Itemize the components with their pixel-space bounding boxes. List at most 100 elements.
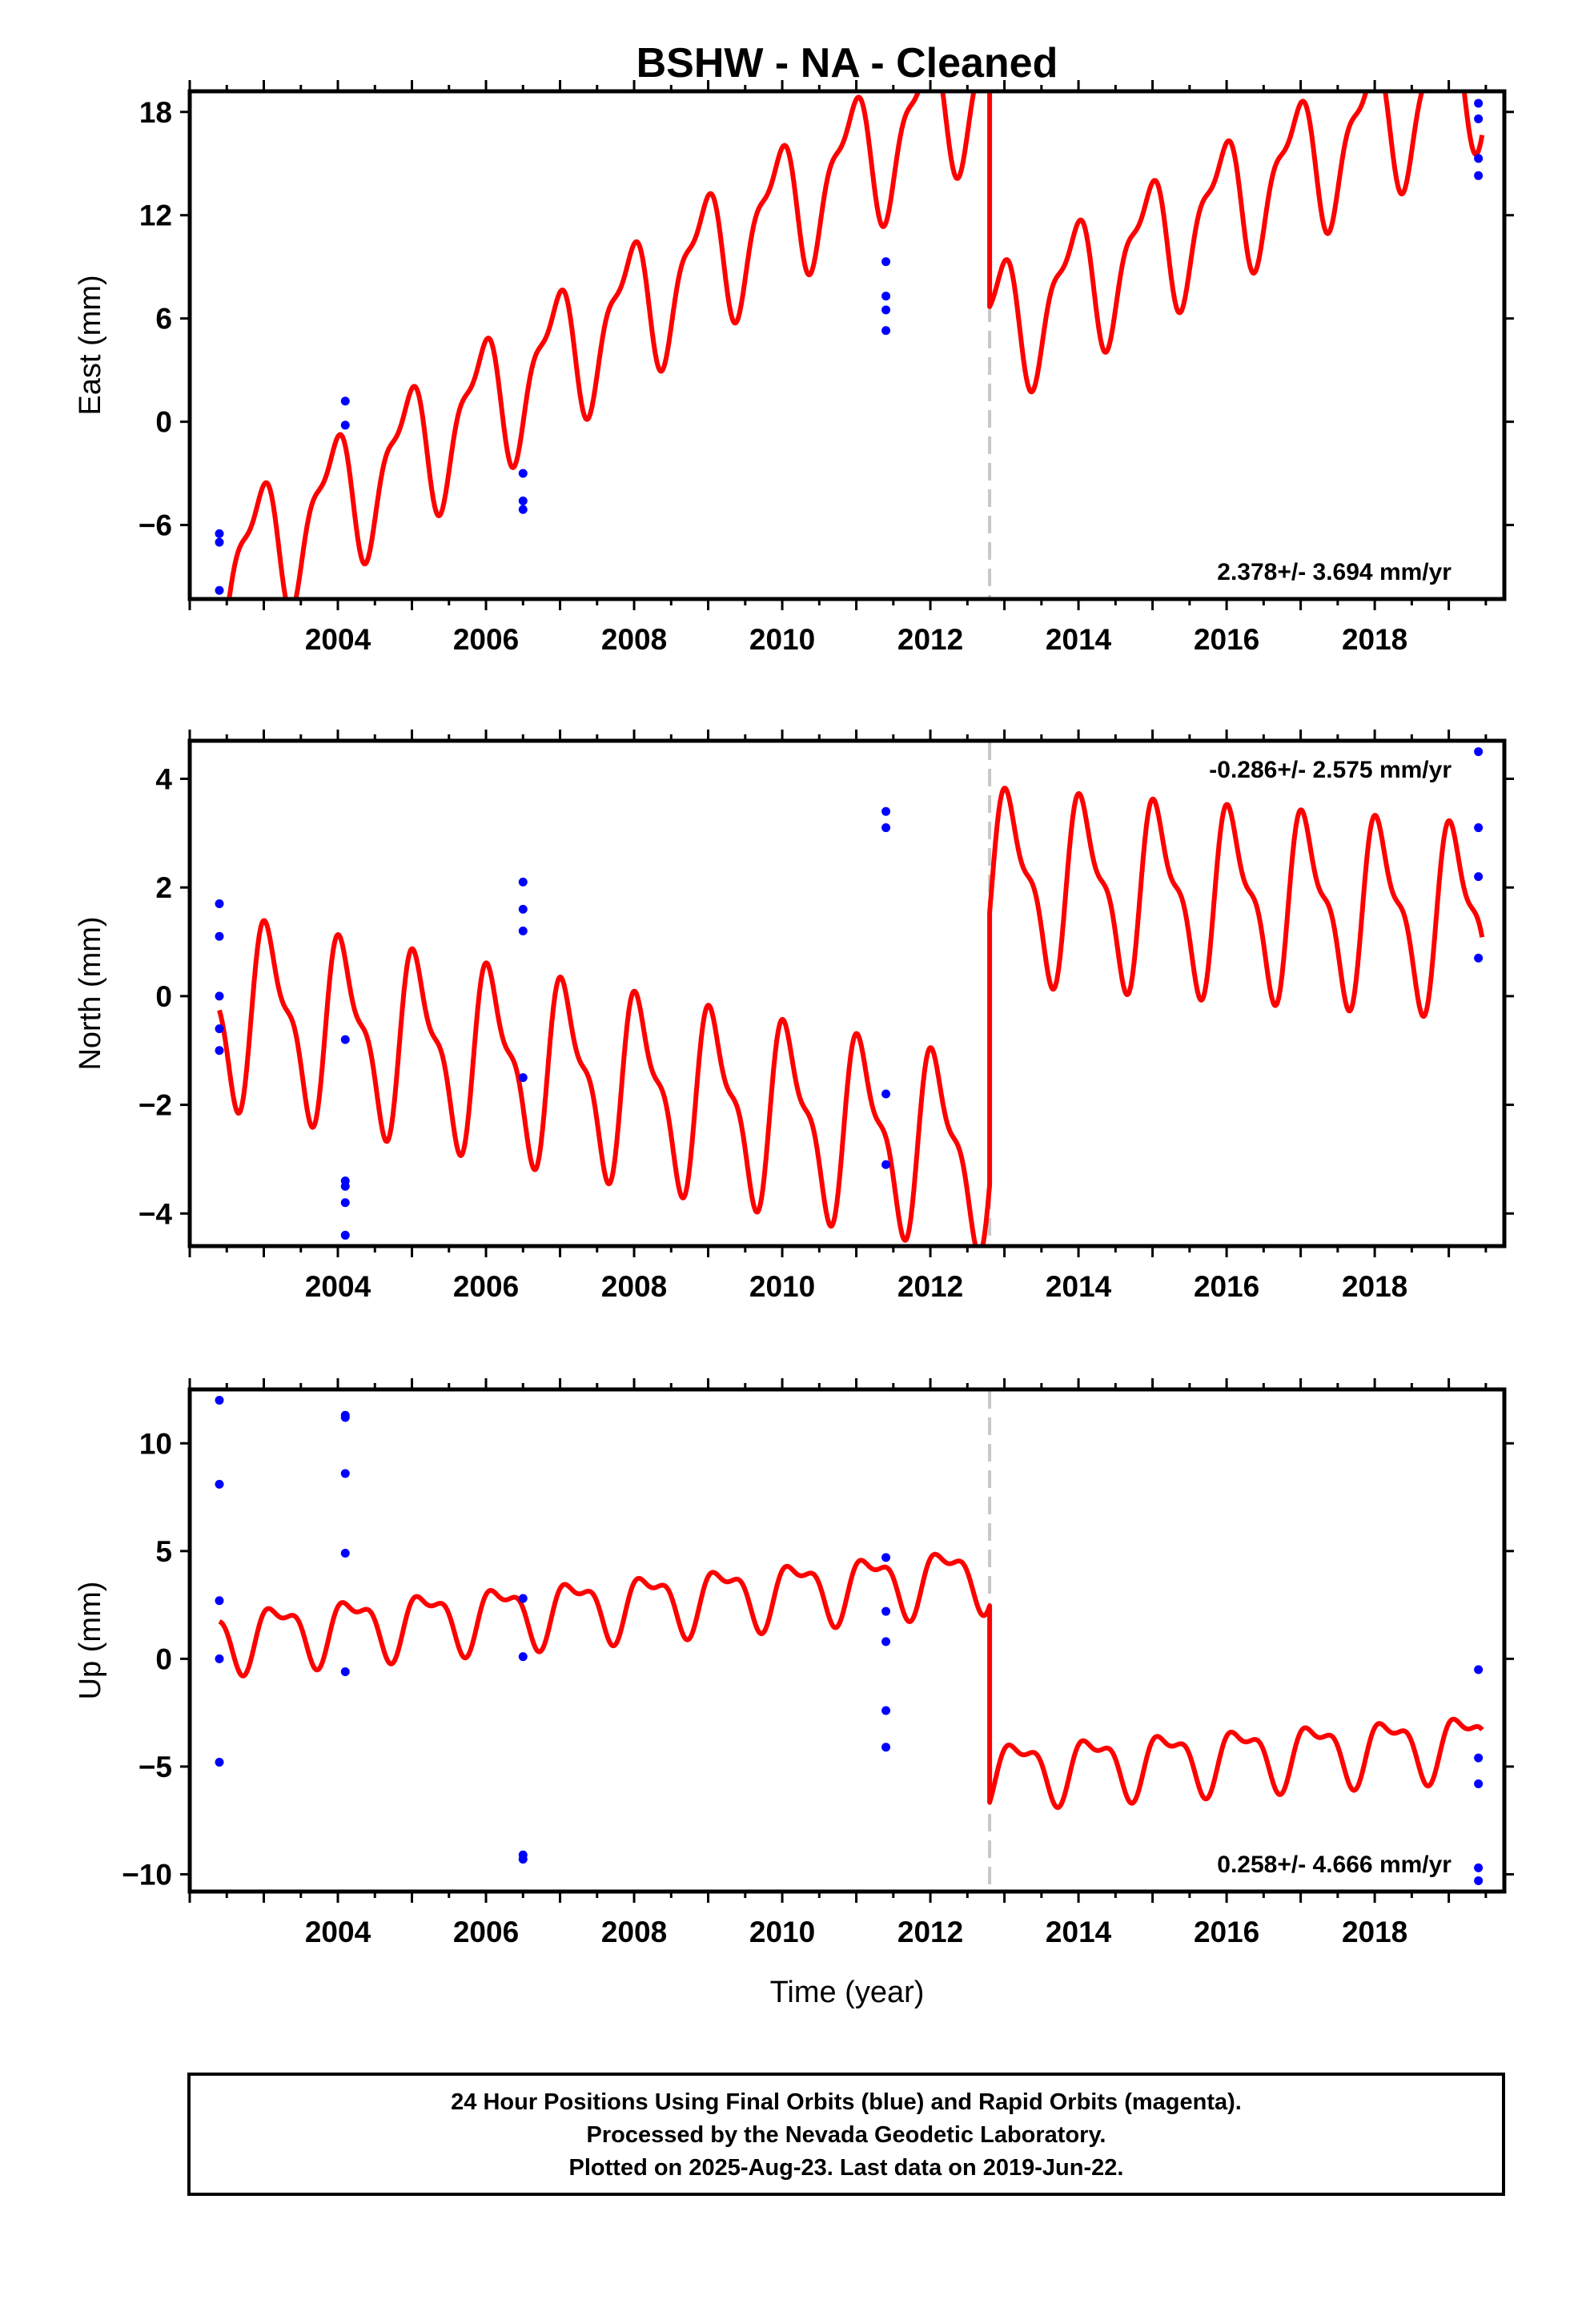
figure-title: BSHW - NA - Cleaned (636, 40, 1058, 86)
data-point (881, 823, 891, 833)
y-tick-label: 12 (139, 199, 172, 232)
y-axis-label: East (mm) (74, 275, 107, 415)
data-point (881, 257, 891, 267)
x-tick-label: 2010 (749, 623, 815, 656)
data-point (881, 1553, 891, 1562)
velocity-rate-label: 0.258+/- 4.666 mm/yr (1217, 1852, 1452, 1878)
data-point (1474, 1863, 1484, 1872)
velocity-rate-label: -0.286+/- 2.575 mm/yr (1209, 757, 1452, 783)
footer-box: 24 Hour Positions Using Final Orbits (bl… (187, 2073, 1505, 2196)
data-point (1474, 823, 1484, 833)
y-axis-label: Up (mm) (74, 1582, 107, 1700)
y-tick-label: −4 (139, 1197, 173, 1230)
x-tick-label: 2012 (897, 623, 963, 656)
data-point (340, 1230, 350, 1240)
data-point (215, 1479, 224, 1489)
x-tick-label: 2016 (1194, 1270, 1259, 1303)
x-tick-label: 2008 (601, 1270, 667, 1303)
y-tick-label: 6 (155, 303, 172, 336)
y-tick-label: 0 (155, 406, 172, 439)
x-tick-label: 2014 (1046, 623, 1112, 656)
footer-line-2: Processed by the Nevada Geodetic Laborat… (587, 2122, 1106, 2148)
data-point (518, 1594, 528, 1603)
x-tick-label: 2006 (453, 623, 519, 656)
north-panel: −4 −2 0 2 4 2004 2006 2008 2010 2012 2014 2016 2018 N… (74, 730, 1514, 1303)
x-tick-label: 2004 (305, 1270, 371, 1303)
y-tick-label: 18 (139, 96, 172, 129)
data-point (1474, 1876, 1484, 1886)
data-point (340, 420, 350, 430)
data-point (1474, 154, 1484, 163)
x-tick-label: 2014 (1046, 1270, 1112, 1303)
data-point (340, 1469, 350, 1478)
data-point (340, 1181, 350, 1191)
data-point (1474, 872, 1484, 882)
data-point (518, 1652, 528, 1662)
y-tick-label: 4 (155, 762, 172, 795)
data-point (340, 1549, 350, 1558)
x-tick-label: 2008 (601, 623, 667, 656)
data-point (340, 1198, 350, 1208)
x-tick-label: 2018 (1342, 1270, 1407, 1303)
x-tick-label: 2014 (1046, 1916, 1112, 1948)
data-point (881, 1637, 891, 1647)
y-tick-label: 0 (155, 1642, 172, 1675)
plot-frame (187, 1387, 1507, 1894)
data-point (215, 1046, 224, 1055)
data-point (215, 899, 224, 909)
x-tick-label: 2008 (601, 1916, 667, 1948)
data-point (881, 1089, 891, 1099)
data-point (340, 396, 350, 406)
data-point (881, 1160, 891, 1169)
x-tick-label: 2004 (305, 1916, 371, 1948)
model-fit-curve (217, 786, 1485, 1246)
data-point (1474, 1753, 1484, 1763)
data-point (518, 926, 528, 935)
x-tick-label: 2018 (1342, 623, 1407, 656)
y-tick-label: 5 (155, 1535, 172, 1568)
data-point (518, 877, 528, 887)
data-point (215, 585, 224, 595)
x-tick-label: 2010 (749, 1270, 815, 1303)
data-point (215, 1024, 224, 1034)
data-point (518, 468, 528, 478)
y-tick-label: 10 (139, 1427, 172, 1460)
data-point (215, 1758, 224, 1767)
x-tick-label: 2012 (897, 1916, 963, 1948)
x-tick-label: 2012 (897, 1270, 963, 1303)
data-point (1474, 953, 1484, 963)
y-tick-label: −10 (122, 1858, 172, 1891)
data-point (215, 1596, 224, 1606)
data-point (881, 806, 891, 816)
data-point (881, 326, 891, 336)
x-tick-label: 2010 (749, 1916, 815, 1948)
data-point (340, 1667, 350, 1677)
x-axis-label: Time (year) (770, 1976, 925, 2009)
data-point (1474, 1779, 1484, 1788)
data-point (215, 529, 224, 538)
y-tick-label: −6 (139, 509, 172, 542)
east-panel: −6 0 6 12 18 2004 2006 2008 2010 2012 2014 2016 2018… (74, 80, 1514, 656)
footer-line-1: 24 Hour Positions Using Final Orbits (bl… (451, 2089, 1242, 2115)
velocity-rate-label: 2.378+/- 3.694 mm/yr (1217, 559, 1452, 585)
data-point (881, 1706, 891, 1715)
data-point (881, 305, 891, 315)
data-point (518, 904, 528, 914)
footer-line-3: Plotted on 2025-Aug-23. Last data on 201… (569, 2155, 1124, 2181)
data-point (881, 292, 891, 301)
model-fit-curve (227, 91, 1485, 599)
plot-frame (187, 738, 1507, 1248)
data-point (518, 496, 528, 505)
data-point (1474, 747, 1484, 757)
data-point (215, 537, 224, 547)
data-point (881, 1743, 891, 1752)
y-tick-label: −5 (139, 1751, 172, 1783)
y-tick-label: 2 (155, 871, 172, 904)
x-tick-label: 2004 (305, 623, 371, 656)
footer-frame (187, 2073, 1505, 2196)
data-point (881, 1606, 891, 1616)
data-point (215, 931, 224, 941)
data-point (1474, 114, 1484, 123)
